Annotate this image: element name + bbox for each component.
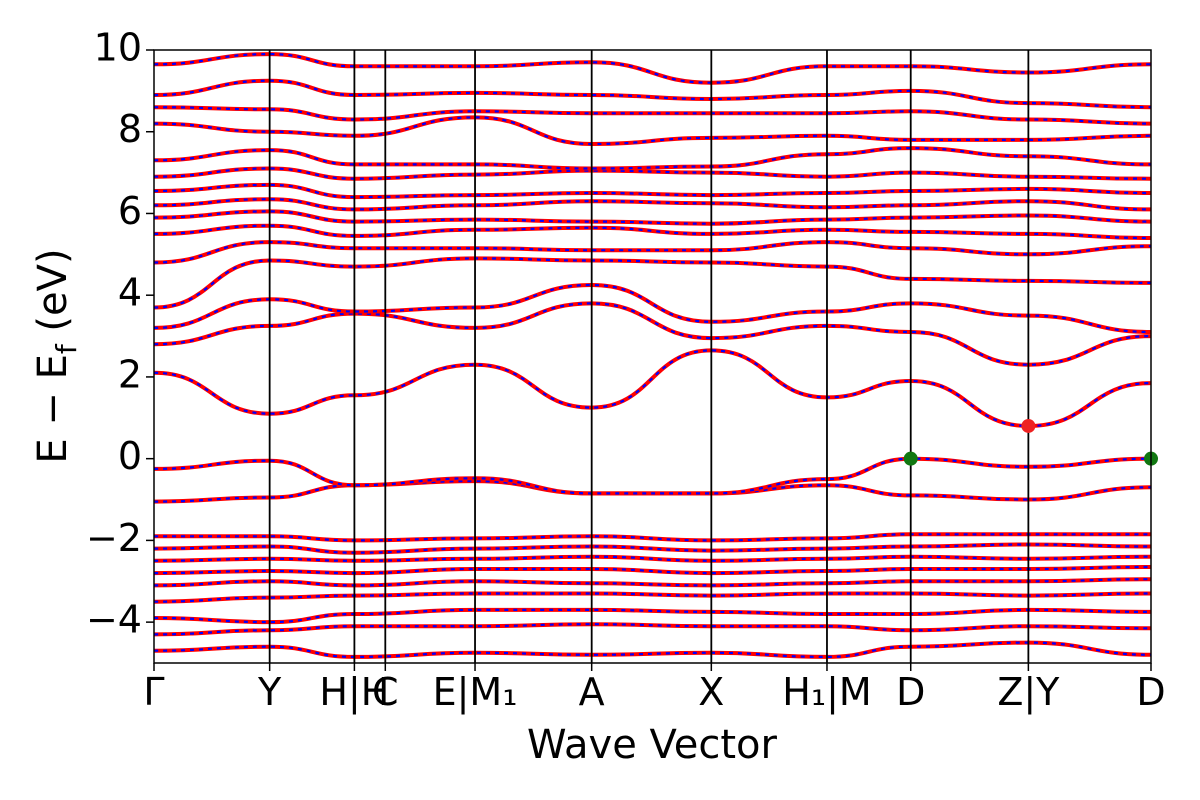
x-axis-title: Wave Vector bbox=[527, 722, 778, 768]
y-tick-label-3: 4 bbox=[118, 271, 142, 315]
y-axis-title-unit: (eV) bbox=[30, 248, 76, 344]
x-axis-ticks: Γ Y H|HC E|M₁ A X H₁|M D Z|Y D bbox=[143, 663, 1166, 715]
band-10-red bbox=[154, 182, 1151, 200]
y-axis-title: E − Ef (eV) bbox=[30, 248, 83, 463]
extremum-marker-0 bbox=[903, 451, 918, 466]
band-25-blue bbox=[154, 641, 1151, 659]
x-tick-label-7: H₁|M bbox=[782, 670, 871, 715]
band-19-blue bbox=[154, 555, 1151, 562]
band-16-red bbox=[154, 52, 1151, 85]
y-tick-label-1: 8 bbox=[118, 107, 142, 151]
band-6-red bbox=[154, 240, 1151, 265]
band-8-red bbox=[154, 209, 1151, 226]
y-tick-label-6: −2 bbox=[86, 516, 142, 560]
extrema-markers bbox=[903, 418, 1158, 466]
band-22-blue bbox=[154, 592, 1151, 603]
y-tick-label-0: 10 bbox=[94, 26, 142, 70]
band-21-blue bbox=[154, 578, 1151, 587]
x-tick-label-9: Z|Y bbox=[997, 670, 1060, 715]
band-14-red bbox=[154, 105, 1151, 126]
band-23-red bbox=[154, 607, 1151, 625]
band-25-red bbox=[154, 640, 1151, 659]
band-23-blue bbox=[154, 608, 1151, 624]
kpoint-lines bbox=[268, 50, 1030, 663]
extremum-marker-2 bbox=[1021, 418, 1036, 433]
y-tick-label-2: 6 bbox=[118, 189, 142, 233]
band-1-blue bbox=[154, 457, 1151, 495]
band-16-blue bbox=[154, 52, 1151, 84]
bands-layer bbox=[154, 52, 1151, 659]
band-3-blue bbox=[154, 302, 1151, 366]
band-9-blue bbox=[154, 198, 1151, 211]
band-12-red bbox=[154, 146, 1151, 171]
y-axis-ticks: 10 8 6 4 2 0 −2 −4 bbox=[86, 26, 154, 642]
band-17-blue bbox=[154, 533, 1151, 542]
x-tick-label-10: D bbox=[1136, 670, 1165, 714]
band-6-blue bbox=[154, 240, 1151, 264]
band-2-blue bbox=[154, 349, 1151, 428]
y-tick-label-5: 0 bbox=[118, 434, 142, 478]
x-tick-label-1: Y bbox=[257, 670, 282, 714]
band-1-red bbox=[154, 456, 1151, 496]
band-5-red bbox=[154, 256, 1151, 310]
x-tick-label-8: D bbox=[896, 670, 925, 714]
band-7-blue bbox=[154, 224, 1151, 240]
plot-frame bbox=[153, 49, 1152, 664]
band-10-blue bbox=[154, 183, 1151, 199]
y-tick-label-4: 2 bbox=[118, 352, 142, 396]
band-11-blue bbox=[154, 167, 1151, 180]
x-tick-label-3: C bbox=[372, 670, 399, 714]
band-0-red bbox=[154, 479, 1151, 504]
band-5-blue bbox=[154, 257, 1151, 309]
x-tick-label-4: E|M₁ bbox=[433, 670, 518, 715]
band-13-blue bbox=[154, 116, 1151, 146]
band-7-red bbox=[154, 223, 1151, 240]
y-axis-title-main: E − E bbox=[30, 354, 76, 464]
band-18-blue bbox=[154, 543, 1151, 554]
y-axis-title-sub: f bbox=[50, 343, 83, 354]
band-4-red bbox=[154, 282, 1151, 334]
band-14-blue bbox=[154, 106, 1151, 125]
band-20-blue bbox=[154, 565, 1151, 575]
x-tick-label-0: Γ bbox=[143, 670, 164, 714]
band-15-red bbox=[154, 78, 1151, 110]
x-tick-label-6: X bbox=[698, 670, 724, 714]
x-tick-label-2: H|H bbox=[319, 670, 389, 715]
x-tick-label-5: A bbox=[579, 670, 605, 714]
band-12-blue bbox=[154, 146, 1151, 170]
band-24-blue bbox=[154, 623, 1151, 636]
band-4-blue bbox=[154, 283, 1151, 334]
band-8-blue bbox=[154, 210, 1151, 225]
y-tick-label-7: −4 bbox=[86, 598, 142, 642]
